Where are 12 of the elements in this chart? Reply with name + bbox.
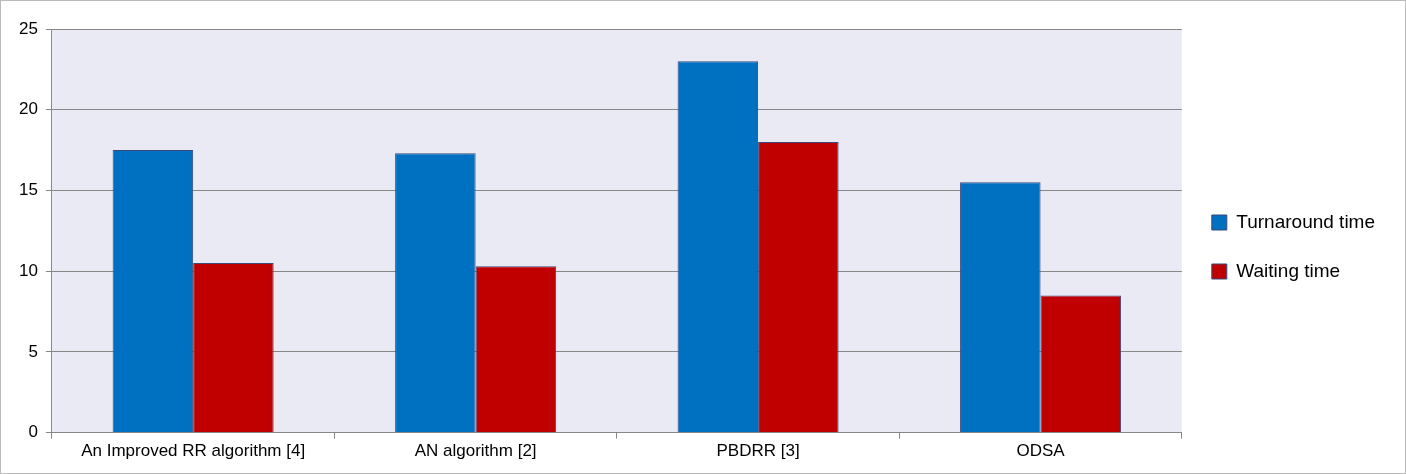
x-tick-label: ODSA	[1016, 441, 1066, 461]
legend-label: Waiting time	[1236, 259, 1341, 281]
x-tick-label: AN algorithm [2]	[414, 441, 537, 461]
y-tick-label: 10	[18, 260, 38, 280]
y-tick-label: 25	[18, 18, 38, 38]
y-tick-label: 5	[28, 341, 38, 361]
legend-label: Turnaround time	[1236, 210, 1376, 232]
y-tick-label: 0	[28, 422, 38, 442]
y-tick-label: 20	[18, 99, 38, 119]
y-tick-label: 15	[18, 180, 38, 200]
x-tick-label: PBDRR [3]	[716, 441, 800, 461]
x-tick-label: An Improved RR algorithm [4]	[81, 441, 306, 461]
